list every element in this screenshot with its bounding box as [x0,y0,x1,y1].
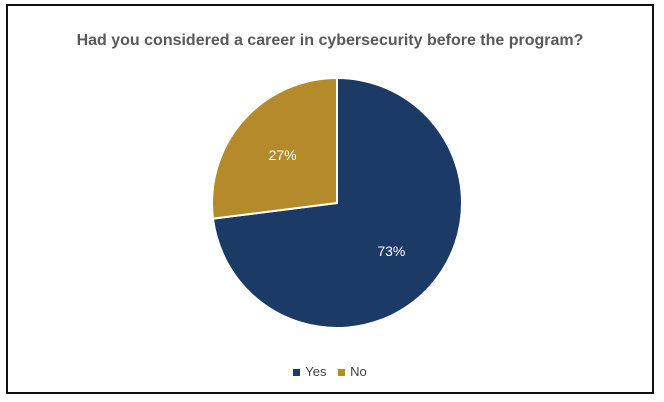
chart-title: Had you considered a career in cybersecu… [76,32,584,49]
legend-label-no: No [350,364,367,379]
chart-legend: Yes No [8,364,652,379]
legend-swatch-yes [293,369,301,377]
pie-slice-no [211,76,338,220]
legend-label-yes: Yes [305,364,327,379]
legend-item-yes: Yes [293,364,326,379]
data-label-no: 27% [269,147,297,163]
pie-chart: 73% 27% [211,76,463,329]
chart-frame: Had you considered a career in cybersecu… [6,4,654,394]
data-label-yes: 73% [377,243,405,259]
legend-item-no: No [338,364,367,379]
legend-swatch-no [338,369,346,377]
